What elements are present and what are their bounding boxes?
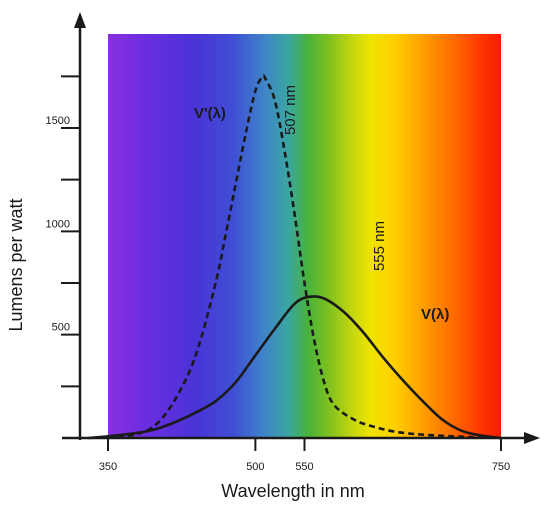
x-ticks: 350 500 550 750 [99, 438, 510, 473]
x-tick-label-550: 550 [295, 461, 313, 473]
labels: Wavelength in nm Lumens per watt V'(λ) V… [6, 85, 449, 501]
series-line-v-prime [107, 74, 502, 440]
y-axis-title: Lumens per watt [6, 198, 26, 331]
series-label-v-prime: V'(λ) [194, 105, 226, 122]
series-label-v: V(λ) [421, 306, 449, 323]
y-tick-label-1000: 1000 [46, 218, 70, 230]
series-line-v [88, 295, 502, 440]
y-axis-arrowhead [74, 12, 86, 28]
annotation-555nm: 555 nm [371, 221, 388, 271]
y-tick-label-500: 500 [52, 322, 70, 334]
axes: 350 500 550 750 500 1000 1500 [46, 12, 540, 473]
y-tick-label-1500: 1500 [46, 115, 70, 127]
y-ticks: 500 1000 1500 [46, 75, 80, 388]
x-axis-arrowhead [524, 432, 540, 444]
x-axis-title: Wavelength in nm [221, 481, 364, 501]
x-tick-label-350: 350 [99, 461, 117, 473]
x-tick-label-750: 750 [492, 461, 510, 473]
visible-spectrum-band [108, 34, 501, 438]
curves-layer [88, 74, 502, 440]
annotation-507nm: 507 nm [282, 85, 299, 135]
x-tick-label-500: 500 [246, 461, 264, 473]
